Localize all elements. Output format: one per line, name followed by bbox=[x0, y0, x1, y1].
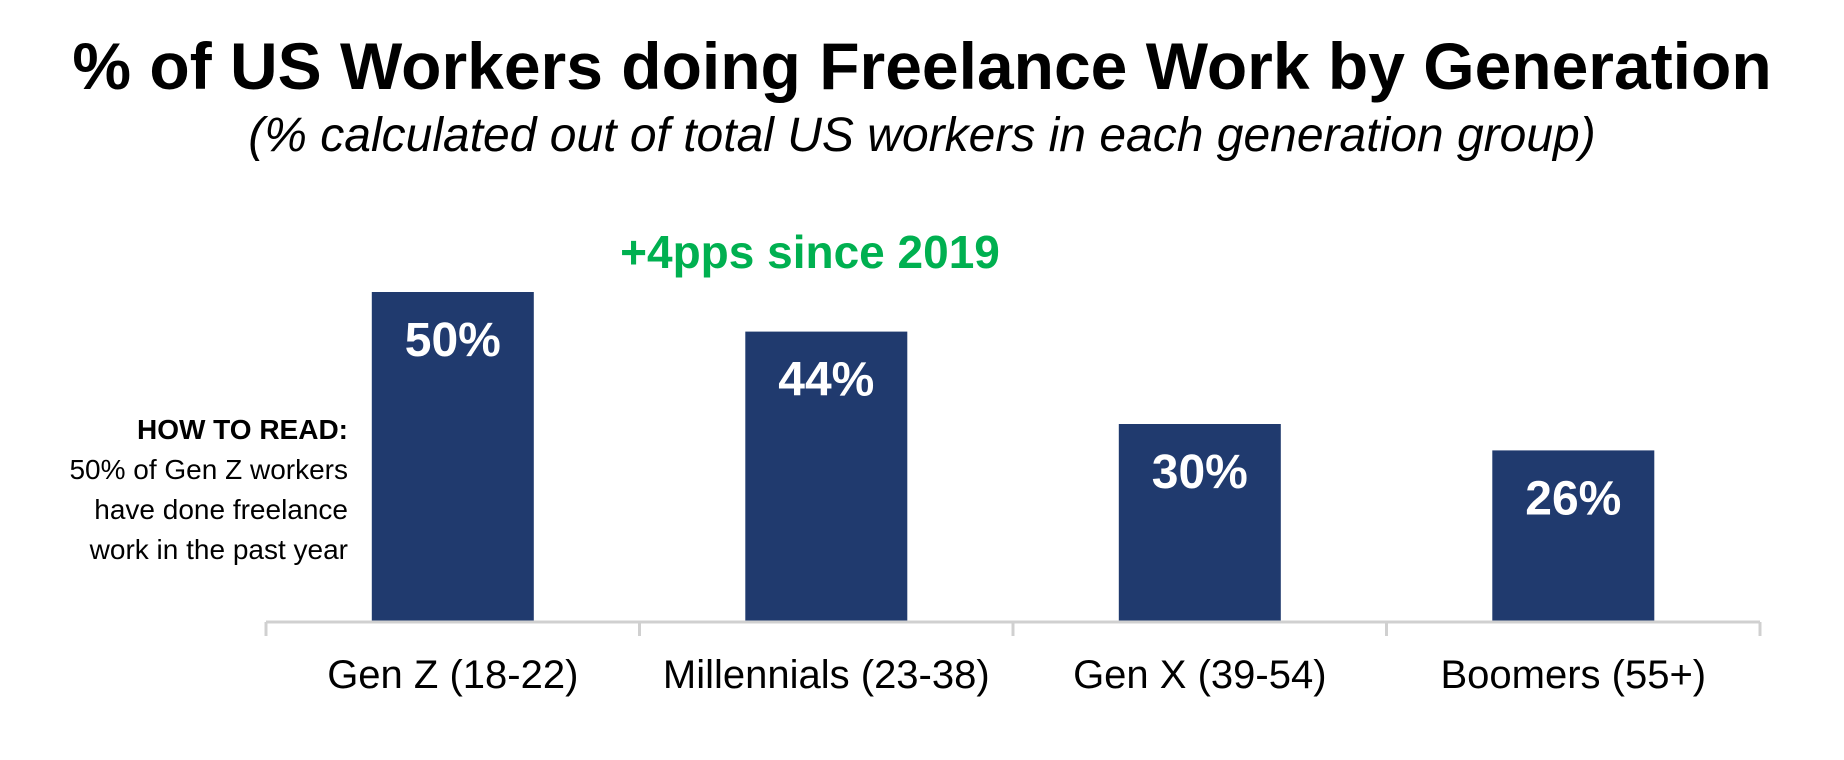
x-tick-label: Boomers (55+) bbox=[1440, 653, 1706, 697]
bar-value-label: 26% bbox=[1525, 472, 1621, 525]
x-tick-label: Gen Z (18-22) bbox=[327, 653, 578, 697]
annotation-since-2019: +4pps since 2019 bbox=[620, 226, 1000, 278]
how-to-read-note: HOW TO READ: 50% of Gen Z workers have d… bbox=[0, 410, 348, 570]
chart-title: % of US Workers doing Freelance Work by … bbox=[72, 29, 1772, 103]
bar-4 bbox=[1492, 450, 1655, 622]
how-to-read-line: work in the past year bbox=[89, 534, 348, 565]
bar-3 bbox=[1118, 424, 1281, 622]
bar-1 bbox=[371, 292, 534, 622]
how-to-read-line: have done freelance bbox=[94, 494, 348, 525]
how-to-read-heading: HOW TO READ: bbox=[136, 414, 348, 445]
bar-value-label: 44% bbox=[778, 354, 874, 407]
chart-subtitle: (% calculated out of total US workers in… bbox=[248, 109, 1596, 162]
how-to-read-line: 50% of Gen Z workers bbox=[69, 454, 348, 485]
x-tick-label: Gen X (39-54) bbox=[1073, 653, 1326, 697]
bar-2 bbox=[745, 331, 908, 622]
bar-value-label: 30% bbox=[1152, 446, 1248, 499]
bar-value-label: 50% bbox=[405, 314, 501, 367]
x-tick-label: Millennials (23-38) bbox=[663, 653, 990, 697]
